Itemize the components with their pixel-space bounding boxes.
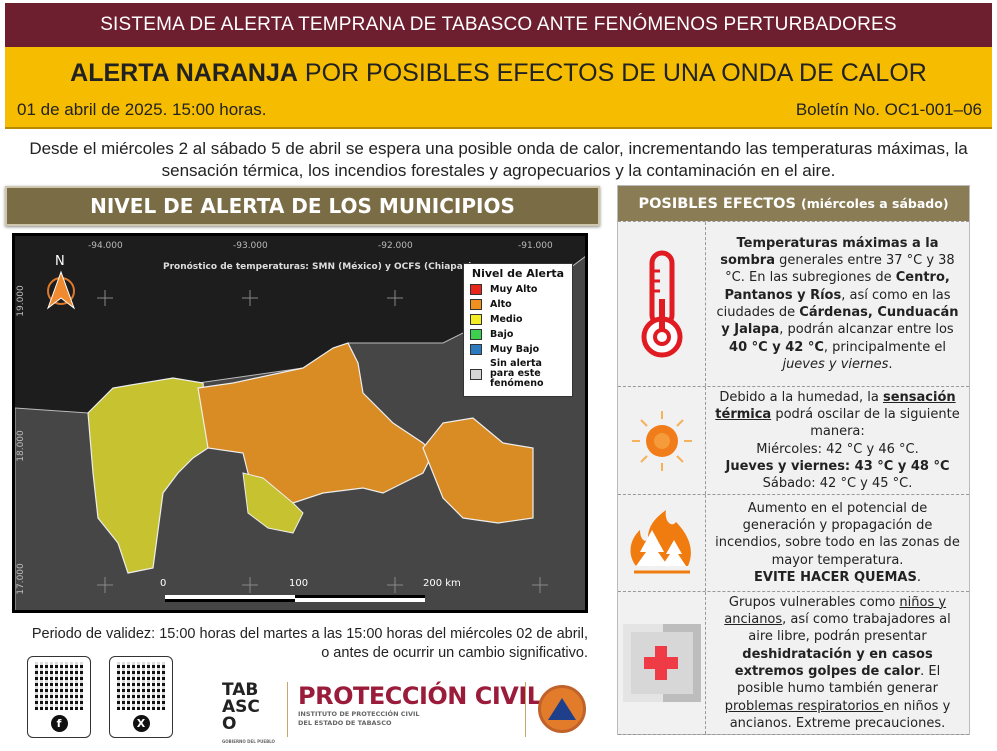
- tabasco-logo-text: TABASCO: [222, 680, 260, 734]
- effect-text: Aumento en el potencial de generación y …: [715, 500, 960, 585]
- legend-label: Muy Bajo: [490, 343, 540, 355]
- civil-protection-seal-icon: [538, 685, 586, 733]
- municipality-alto-east: [422, 417, 534, 524]
- legend-item: Medio: [470, 314, 566, 325]
- alert-banner: ALERTA NARANJA POR POSIBLES EFECTOS DE U…: [5, 47, 992, 129]
- legend-swatch: [470, 299, 482, 310]
- facebook-qr[interactable]: f: [27, 656, 91, 738]
- effect-row-heat-index: Debido a la humedad, la sensación térmic…: [618, 386, 969, 494]
- qr-code-icon: [35, 662, 83, 710]
- lon-tick: -92.000: [378, 241, 413, 251]
- lat-tick: 18.000: [15, 430, 26, 462]
- validity-line: Periodo de validez: 15:00 horas del mart…: [31, 626, 588, 642]
- effect-text: Debido a la humedad, la sensación térmic…: [715, 389, 960, 492]
- divider: [287, 682, 288, 737]
- lon-tick: -93.000: [233, 241, 268, 251]
- scale-bar: [165, 595, 425, 602]
- map-canvas: [15, 256, 585, 610]
- legend-swatch: [470, 344, 482, 355]
- intro-text: Desde el miércoles 2 al sábado 5 de abri…: [29, 139, 968, 180]
- x-qr[interactable]: X: [109, 656, 173, 738]
- alert-subject: POR POSIBLES EFECTOS DE UNA ONDA DE CALO…: [297, 59, 927, 87]
- effects-heading-sub: (miércoles a sábado): [801, 196, 949, 211]
- effects-heading-text: POSIBLES EFECTOS: [638, 196, 796, 212]
- tabasco-logo: TABASCO GOBIERNO DEL PUEBLO: [222, 682, 275, 751]
- lon-tick: -94.000: [88, 241, 123, 251]
- alert-level: ALERTA NARANJA: [70, 59, 298, 87]
- effect-row-fires: Aumento en el potencial de generación y …: [618, 494, 969, 591]
- pc-sub-line: INSTITUTO DE PROTECCIÓN CIVIL: [298, 710, 420, 718]
- legend-swatch: [470, 368, 482, 380]
- municipality-medio-south: [242, 472, 304, 534]
- qr-code-icon: [117, 662, 165, 710]
- lat-tick: 19.000: [15, 285, 26, 317]
- system-title-bar: SISTEMA DE ALERTA TEMPRANA DE TABASCO AN…: [5, 3, 992, 47]
- legend-label: Sin alerta para este fenómeno: [490, 358, 544, 389]
- legend-label: Alto: [490, 298, 512, 310]
- legend-item: Bajo: [470, 329, 566, 340]
- scale-label: 100: [289, 578, 309, 589]
- legend-label: Bajo: [490, 328, 514, 340]
- grid-crosses: [97, 290, 548, 593]
- lat-tick: 17.000: [15, 563, 26, 595]
- tabasco-logo-sub: GOBIERNO DEL PUEBLO: [222, 739, 275, 744]
- scale-label: 200 km: [423, 578, 461, 589]
- map-heading: NIVEL DE ALERTA DE LOS MUNICIPIOS: [5, 186, 600, 226]
- proteccion-civil-title: PROTECCIÓN CIVIL: [298, 682, 542, 710]
- effect-text: Temperaturas máximas a la sombra general…: [716, 235, 959, 372]
- north-label: N: [55, 254, 65, 269]
- divider: [525, 682, 526, 737]
- effect-row-health: Grupos vulnerables como niños y ancianos…: [618, 591, 969, 735]
- issue-date: 01 de abril de 2025. 15:00 horas.: [17, 100, 267, 119]
- effect-text: Grupos vulnerables como niños y ancianos…: [724, 594, 951, 731]
- bulletin-number: Boletín No. OC1-001–06: [795, 100, 982, 119]
- thermometer-icon: [641, 250, 682, 358]
- legend-title: Nivel de Alerta: [471, 267, 565, 280]
- legend-swatch: [470, 314, 482, 325]
- validity-line: o antes de ocurrir un cambio significati…: [321, 645, 588, 661]
- effect-row-temperature: Temperaturas máximas a la sombra general…: [618, 221, 969, 386]
- first-aid-kit-icon: [622, 624, 701, 702]
- legend-item: Sin alerta para este fenómeno: [470, 359, 566, 389]
- legend-item: Alto: [470, 299, 566, 310]
- effects-panel: POSIBLES EFECTOS (miércoles a sábado) Te…: [617, 185, 970, 735]
- facebook-icon: f: [50, 715, 68, 732]
- map-legend: Nivel de Alerta Muy Alto Alto Medio Bajo…: [463, 263, 573, 397]
- north-arrow-icon: [46, 270, 76, 310]
- map-credit: Pronóstico de temperaturas: SMN (México)…: [163, 262, 476, 272]
- legend-swatch: [470, 329, 482, 340]
- proteccion-civil-subtitle: INSTITUTO DE PROTECCIÓN CIVIL DEL ESTADO…: [298, 710, 420, 728]
- sun-icon: [631, 410, 692, 471]
- pc-sub-line: DEL ESTADO DE TABASCO: [298, 719, 392, 727]
- legend-label: Medio: [490, 313, 523, 325]
- effects-heading: POSIBLES EFECTOS (miércoles a sábado): [618, 186, 969, 221]
- forest-fire-icon: [629, 510, 691, 574]
- municipality-medio-west: [87, 377, 209, 574]
- legend-item: Muy Bajo: [470, 344, 566, 355]
- alert-map[interactable]: N Pronóstico de temperaturas: SMN (Méxic…: [12, 233, 588, 613]
- x-icon: X: [132, 715, 150, 732]
- lon-tick: -91.000: [518, 241, 553, 251]
- legend-swatch: [470, 284, 482, 295]
- alert-title: ALERTA NARANJA POR POSIBLES EFECTOS DE U…: [5, 59, 992, 88]
- legend-label: Muy Alto: [490, 283, 538, 295]
- validity-period: Periodo de validez: 15:00 horas del mart…: [10, 625, 588, 663]
- scale-label: 0: [160, 578, 167, 589]
- legend-item: Muy Alto: [470, 284, 566, 295]
